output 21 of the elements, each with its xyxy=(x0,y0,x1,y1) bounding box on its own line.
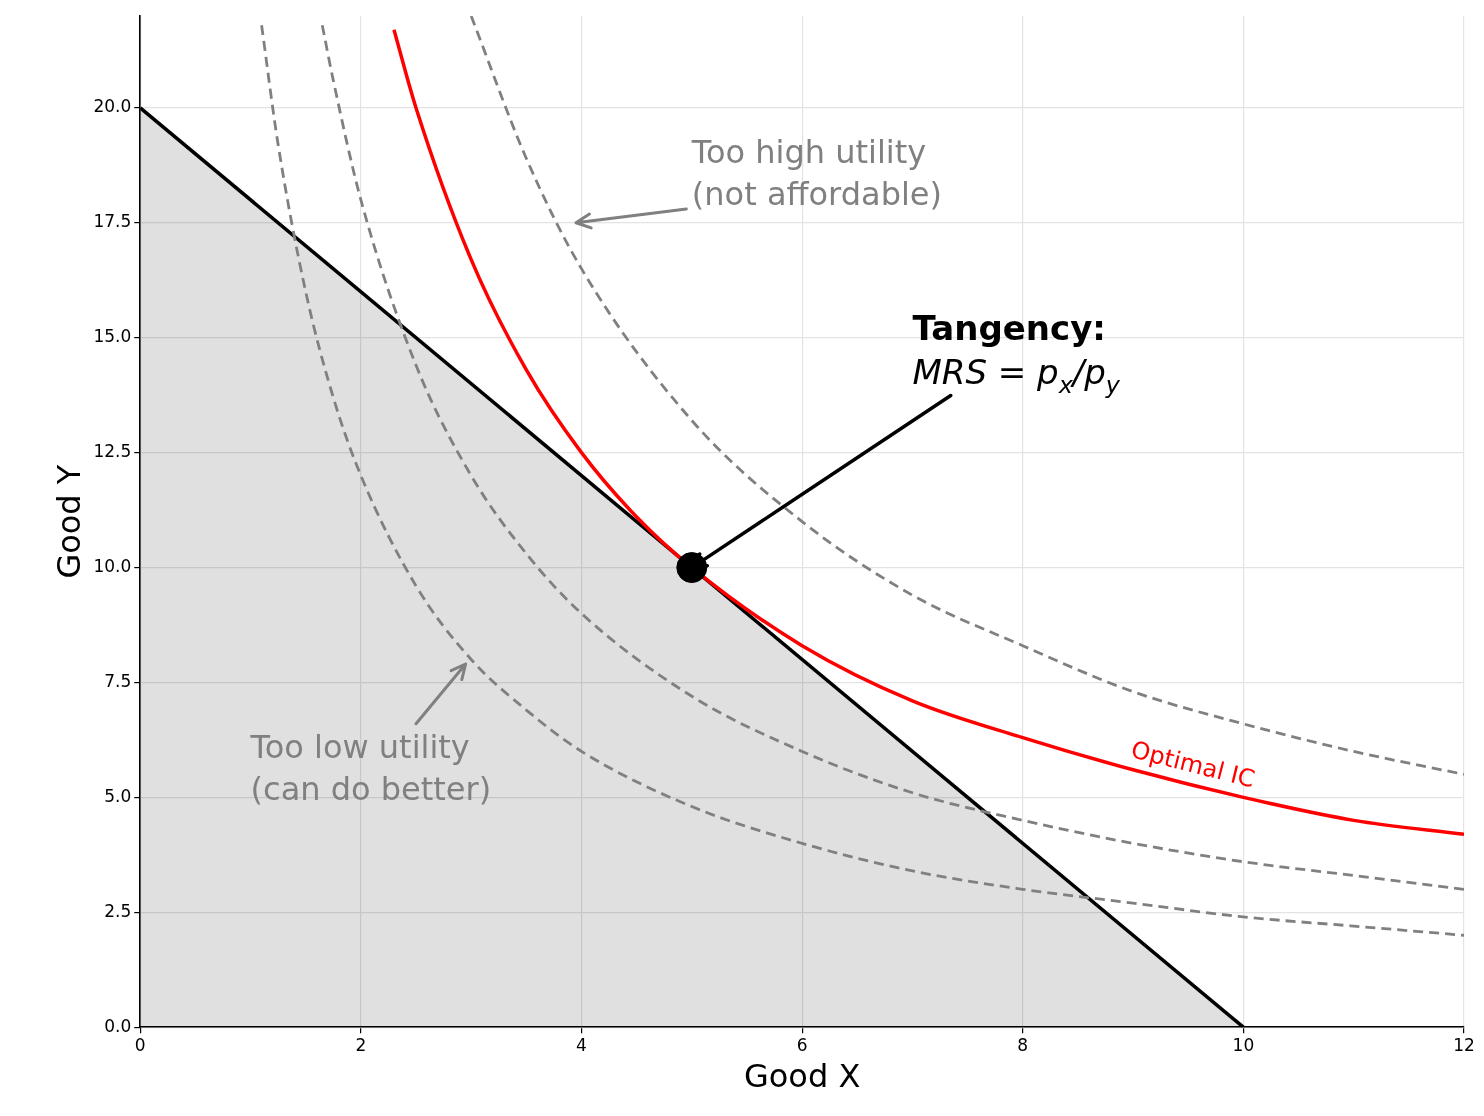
x-tick-label: 12 xyxy=(1453,1034,1475,1055)
y-tick-label: 7.5 xyxy=(104,670,132,691)
x-tick-label: 0 xyxy=(134,1034,146,1055)
y-tick-label: 5.0 xyxy=(104,785,132,806)
y-tick-label: 2.5 xyxy=(104,900,132,921)
y-tick-label: 20.0 xyxy=(93,96,132,117)
x-tick-label: 10 xyxy=(1232,1034,1255,1055)
x-tick-label: 4 xyxy=(576,1034,587,1055)
y-axis-title: Good Y xyxy=(49,464,88,579)
x-tick-label: 2 xyxy=(355,1034,367,1055)
annotation: Too low utility (can do better) xyxy=(249,728,492,808)
y-tick-label: 15.0 xyxy=(93,326,132,347)
y-tick-label: 10.0 xyxy=(93,555,132,576)
y-tick-label: 17.5 xyxy=(93,211,132,232)
annotation: Too high utility (not affordable) xyxy=(690,133,942,213)
text: Optimal IC xyxy=(1128,735,1258,794)
x-tick-label: 6 xyxy=(796,1034,808,1055)
x-tick-label: 8 xyxy=(1017,1034,1029,1055)
y-tick-label: 0.0 xyxy=(104,1015,132,1036)
y-tick-label: 12.5 xyxy=(93,441,132,462)
x-axis-title: Good X xyxy=(743,1057,861,1096)
